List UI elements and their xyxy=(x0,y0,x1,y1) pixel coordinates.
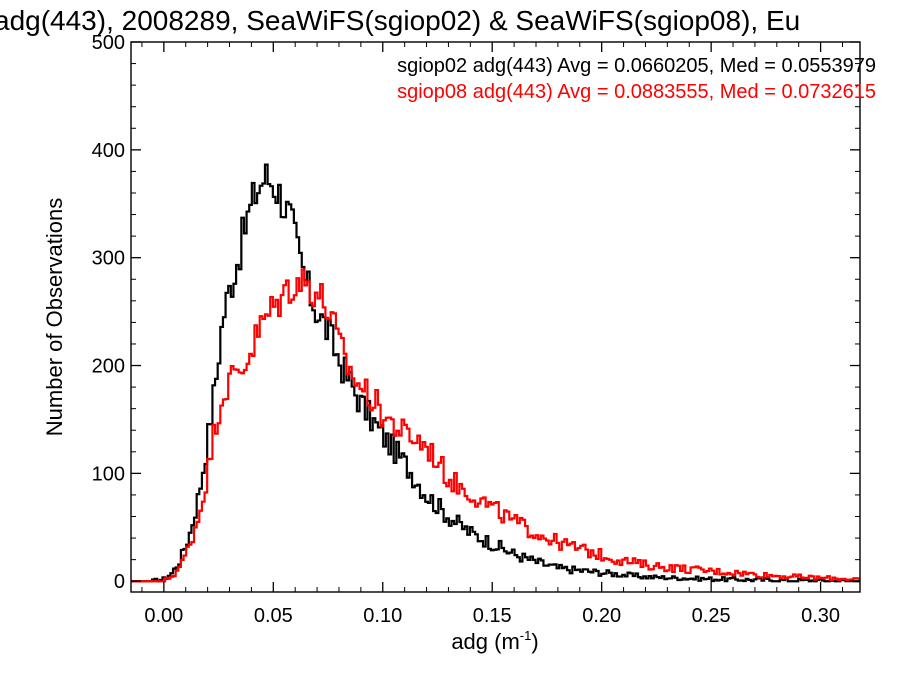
x-axis-label: adg (m-1) xyxy=(451,628,538,654)
chart-title: adg(443), 2008289, SeaWiFS(sgiop02) & Se… xyxy=(0,5,800,36)
y-tick-label: 200 xyxy=(92,356,125,378)
x-tick-label: 0.20 xyxy=(582,605,621,627)
series-sgiop02-line xyxy=(131,163,860,583)
y-tick-label: 100 xyxy=(92,463,125,485)
x-tick-label: 0.30 xyxy=(801,605,840,627)
series-sgiop08-line xyxy=(131,268,860,583)
x-tick-label: 0.25 xyxy=(692,605,731,627)
x-axis-label-main: adg (m xyxy=(451,629,519,654)
y-tick-label: 0 xyxy=(114,571,125,593)
x-tick-label: 0.00 xyxy=(144,605,183,627)
x-tick-label: 0.10 xyxy=(363,605,402,627)
x-axis-label-sup: -1 xyxy=(520,628,532,643)
y-tick-label: 300 xyxy=(92,248,125,270)
legend-entry-sgiop02: sgiop02 adg(443) Avg = 0.0660205, Med = … xyxy=(397,55,876,77)
x-tick-label: 0.05 xyxy=(254,605,293,627)
legend-entry-sgiop08: sgiop08 adg(443) Avg = 0.0883555, Med = … xyxy=(397,81,876,103)
plot-frame xyxy=(130,41,861,593)
y-tick-label: 400 xyxy=(92,140,125,162)
y-tick-label: 500 xyxy=(92,32,125,54)
y-axis-label: Number of Observations xyxy=(42,198,67,436)
x-tick-label: 0.15 xyxy=(473,605,512,627)
x-axis-label-close: ) xyxy=(531,629,538,654)
